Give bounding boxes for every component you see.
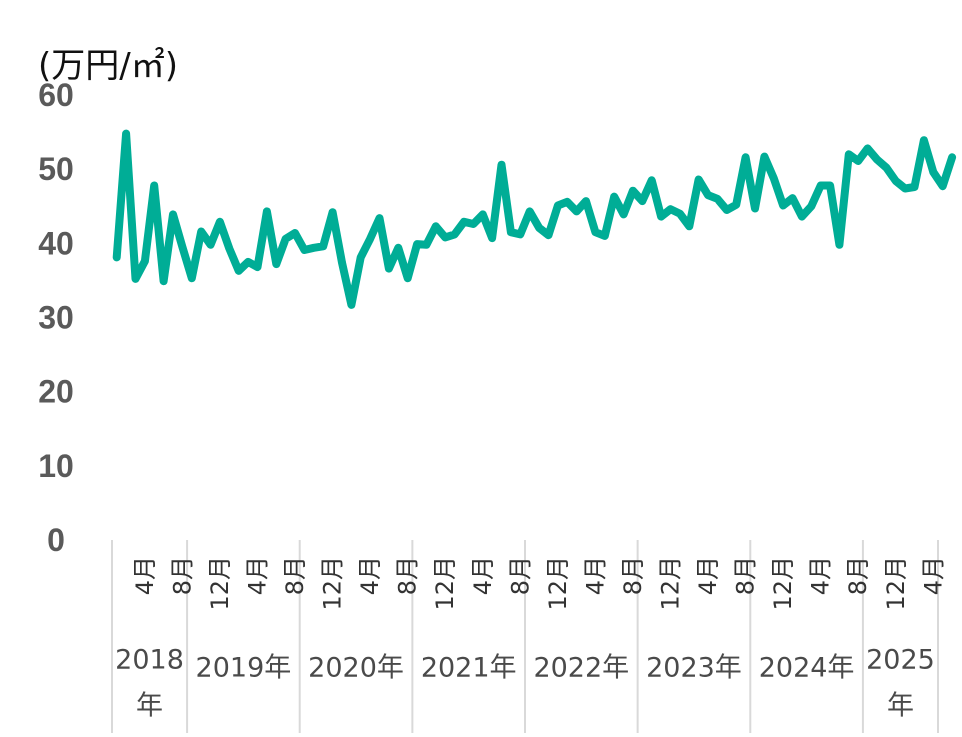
year-group-label: 2022年 — [533, 653, 629, 684]
month-tick-label: 12月 — [656, 556, 684, 611]
year-group-label: 2025 — [866, 645, 935, 676]
month-tick-label: 12月 — [431, 556, 459, 611]
year-group-label: 年 — [136, 691, 163, 722]
month-tick-label: 12月 — [206, 556, 234, 611]
y-axis-unit-label: (万円/㎡) — [38, 46, 178, 86]
month-tick-label: 4月 — [243, 556, 271, 595]
y-tick-label: 60 — [38, 77, 74, 113]
month-tick-label: 8月 — [732, 556, 760, 595]
month-tick-label: 12月 — [544, 556, 572, 611]
month-tick-label: 8月 — [619, 556, 647, 595]
year-group-label: 2018 — [115, 645, 184, 676]
y-tick-label: 50 — [38, 151, 74, 187]
y-tick-label: 30 — [38, 300, 74, 336]
month-tick-label: 12月 — [769, 556, 797, 611]
month-tick-label: 8月 — [168, 556, 196, 595]
y-tick-label: 20 — [38, 374, 74, 410]
month-tick-label: 4月 — [694, 556, 722, 595]
year-group-label: 2020年 — [308, 653, 404, 684]
month-tick-label: 4月 — [356, 556, 384, 595]
month-tick-label: 8月 — [506, 556, 534, 595]
month-tick-label: 4月 — [807, 556, 835, 595]
year-group-label: 2019年 — [196, 653, 292, 684]
year-group-label: 年 — [887, 691, 914, 722]
year-group-label: 2024年 — [759, 653, 855, 684]
month-tick-label: 4月 — [469, 556, 497, 595]
month-tick-label: 4月 — [919, 556, 947, 595]
month-tick-label: 8月 — [394, 556, 422, 595]
year-group-label: 2021年 — [421, 653, 517, 684]
month-tick-label: 12月 — [319, 556, 347, 611]
month-tick-label: 4月 — [581, 556, 609, 595]
y-tick-label: 0 — [47, 522, 65, 558]
year-group-label: 2023年 — [646, 653, 742, 684]
price-series-line — [112, 129, 957, 309]
month-tick-label: 8月 — [281, 556, 309, 595]
month-tick-label: 8月 — [844, 556, 872, 595]
y-tick-label: 10 — [38, 448, 74, 484]
month-tick-label: 12月 — [882, 556, 910, 611]
month-tick-label: 4月 — [131, 556, 159, 595]
y-tick-label: 40 — [38, 225, 74, 261]
